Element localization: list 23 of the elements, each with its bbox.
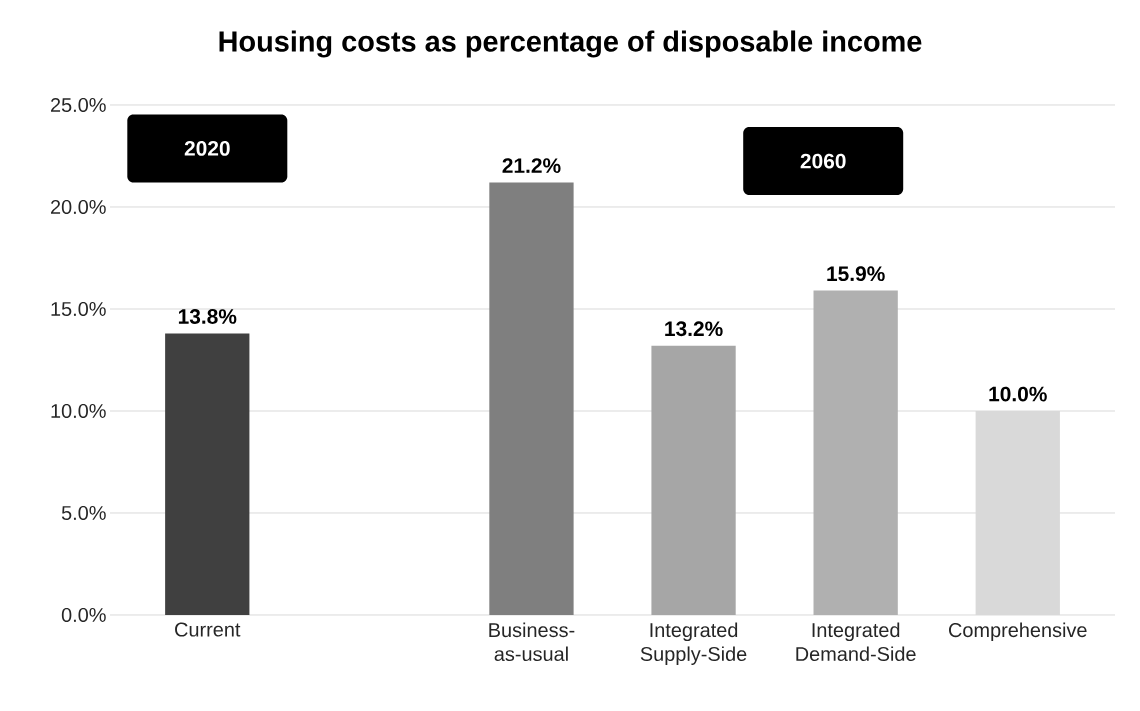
x-tick-label: Comprehensive (949, 622, 1087, 642)
y-tick-label: 10.0% (51, 403, 106, 419)
data-label: 21.2% (502, 158, 561, 173)
annotation: 2060 (800, 153, 846, 169)
data-label: 13.2% (665, 321, 723, 337)
chart-title: Housing costs as percentage of disposable income (219, 30, 922, 58)
data-label: 10.0% (989, 386, 1047, 402)
y-tick-label: 20.0% (50, 199, 106, 215)
y-tick-label: 5.0% (61, 505, 106, 521)
annotation: 2020 (184, 140, 230, 156)
bar (489, 182, 574, 615)
bar (813, 290, 898, 615)
y-tick-label: 25.0% (50, 97, 106, 113)
data-label: 15.9% (827, 266, 885, 282)
x-tick-label: Integrated Demand-Side (796, 622, 916, 662)
x-tick-label: Business-as-usual (489, 622, 575, 662)
bar (165, 333, 250, 615)
y-tick-label: 0.0% (61, 607, 106, 623)
x-tick-label: Current (175, 622, 241, 637)
y-tick-label: 15.0% (51, 301, 106, 317)
x-tick-label: Integrated Supply-Side (640, 622, 747, 665)
data-label: 13.8% (178, 309, 237, 324)
bar (651, 345, 736, 615)
